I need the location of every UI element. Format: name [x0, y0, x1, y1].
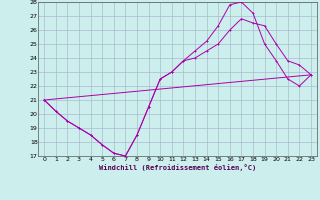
X-axis label: Windchill (Refroidissement éolien,°C): Windchill (Refroidissement éolien,°C) — [99, 164, 256, 171]
